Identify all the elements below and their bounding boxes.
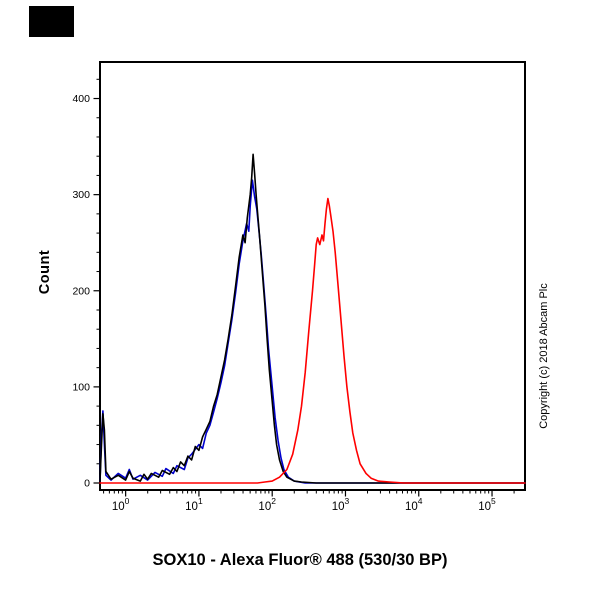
curves: [99, 153, 526, 484]
plot-frame: [99, 61, 526, 491]
y-tick-label: 0: [84, 478, 90, 490]
copyright-text: Copyright (c) 2018 Abcam Plc: [538, 283, 550, 429]
curve-red: [99, 197, 526, 484]
corner-black-box: [29, 6, 74, 37]
y-tick-label: 300: [72, 189, 90, 201]
y-tick-label: 400: [72, 93, 90, 105]
x-tick-label: 104: [405, 496, 423, 513]
x-axis: 100 101 102 103 104 105: [103, 490, 515, 513]
x-tick-label: 103: [332, 496, 350, 513]
chart-title: SOX10 - Alexa Fluor® 488 (530/30 BP): [152, 551, 448, 569]
x-tick-label: 100: [112, 496, 130, 513]
x-tick-label: 101: [185, 496, 203, 513]
y-axis: 0 100 200 300 400: [72, 78, 100, 490]
y-axis-label: Count: [37, 249, 53, 295]
y-tick-label: 100: [72, 381, 90, 393]
x-tick-label: 102: [258, 496, 276, 513]
curve-blue: [99, 179, 526, 484]
curve-black: [99, 153, 526, 484]
y-tick-label: 200: [72, 285, 90, 297]
x-tick-label: 105: [478, 496, 496, 513]
